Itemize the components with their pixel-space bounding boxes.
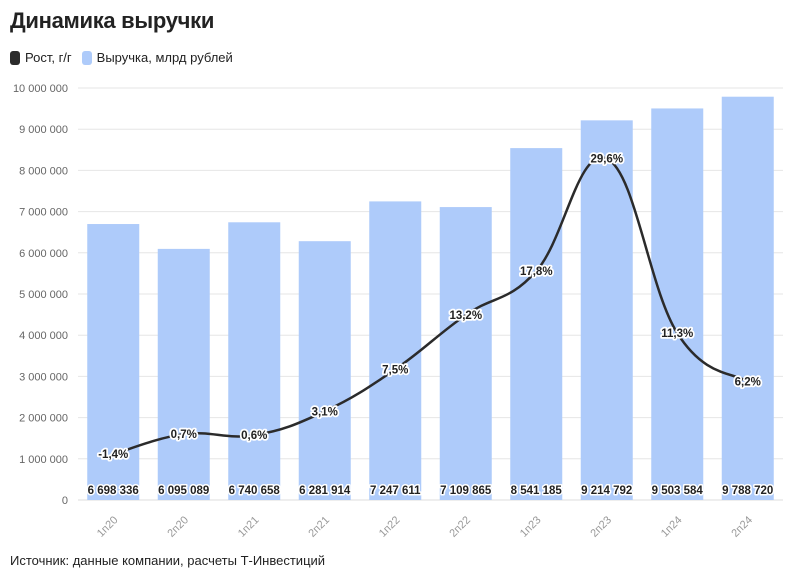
x-tick-label: 1п21	[236, 514, 262, 540]
bar-value-label: 6 281 914	[299, 485, 351, 497]
y-tick-label: 10 000 000	[13, 83, 68, 95]
x-tick-label: 2п23	[588, 514, 614, 540]
legend-label-revenue: Выручка, млрд рублей	[96, 50, 233, 65]
x-tick-label: 1п24	[659, 514, 685, 540]
legend-label-growth: Рост, г/г	[25, 50, 72, 65]
y-tick-label: 3 000 000	[19, 371, 68, 383]
growth-point-label: 6,2%	[735, 377, 761, 389]
source-note: Источник: данные компании, расчеты Т-Инв…	[10, 553, 326, 568]
y-tick-label: 9 000 000	[19, 124, 68, 136]
bar-value-label: 7 109 865	[440, 485, 492, 497]
y-tick-label: 5 000 000	[19, 289, 68, 301]
bar-value-label: 9 788 720	[722, 485, 773, 497]
y-tick-label: 4 000 000	[19, 330, 68, 342]
bar-value-label: 9 214 792	[581, 485, 632, 497]
x-tick-label: 2п24	[729, 514, 755, 540]
revenue-bar	[510, 148, 563, 500]
growth-point-label: 17,8%	[520, 266, 553, 278]
bar-value-label: 6 095 089	[158, 485, 209, 497]
bar-value-label: 7 247 611	[370, 485, 421, 497]
revenue-bar	[651, 108, 704, 501]
y-tick-label: 1 000 000	[19, 454, 68, 466]
x-tick-label: 2п22	[447, 514, 473, 540]
growth-line	[112, 156, 749, 456]
growth-point-label: 11,3%	[661, 328, 693, 340]
chart-legend: Рост, г/г Выручка, млрд рублей	[10, 50, 233, 65]
x-tick-label: 1п22	[377, 514, 403, 540]
bar-value-label: 9 503 584	[652, 485, 704, 497]
growth-point-label: 0,7%	[171, 429, 197, 441]
legend-swatch-revenue	[81, 50, 92, 65]
legend-item-revenue: Выручка, млрд рублей	[81, 50, 233, 65]
revenue-bar	[580, 120, 633, 500]
chart-title: Динамика выручки	[10, 8, 215, 33]
y-tick-label: 6 000 000	[19, 248, 68, 260]
legend-item-growth: Рост, г/г	[10, 50, 72, 65]
x-tick-label: 2п20	[165, 514, 191, 540]
x-tick-label: 2п21	[306, 514, 332, 540]
growth-point-label: 7,5%	[382, 364, 408, 376]
growth-point-label: -1,4%	[98, 449, 128, 461]
revenue-bar	[298, 241, 351, 500]
y-tick-label: 8 000 000	[19, 165, 68, 177]
bar-value-label: 8 541 185	[511, 485, 563, 497]
growth-point-label: 13,2%	[449, 310, 482, 322]
revenue-bar	[157, 248, 210, 500]
y-tick-label: 2 000 000	[19, 413, 68, 425]
revenue-bar	[439, 207, 492, 501]
y-tick-label: 7 000 000	[19, 207, 68, 219]
bar-value-label: 6 740 658	[229, 485, 281, 497]
growth-point-label: 0,6%	[241, 430, 267, 442]
revenue-bar	[228, 222, 281, 500]
y-tick-label: 0	[62, 495, 68, 507]
x-tick-label: 1п20	[95, 514, 121, 540]
revenue-bar	[369, 201, 422, 500]
bar-value-label: 6 698 336	[88, 485, 139, 497]
legend-swatch-growth	[10, 50, 20, 65]
growth-point-label: 29,6%	[590, 154, 623, 166]
x-tick-label: 1п23	[518, 514, 544, 540]
revenue-bar	[721, 96, 774, 500]
growth-point-label: 3,1%	[312, 406, 338, 418]
